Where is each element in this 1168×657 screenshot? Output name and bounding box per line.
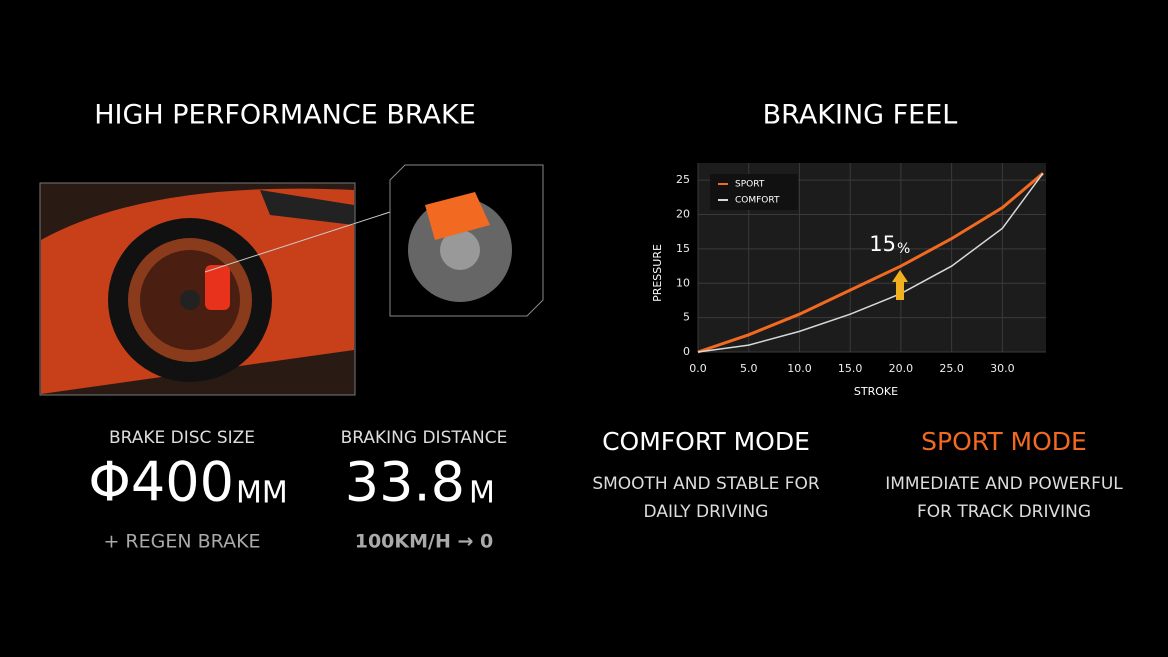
legend	[710, 174, 798, 210]
y-axis-label: PRESSURE	[651, 244, 664, 302]
x-tick-label: 5.0	[740, 362, 758, 375]
y-tick-label: 25	[676, 173, 690, 186]
stat-value: 33.8	[345, 451, 465, 514]
line-0	[697, 172, 1044, 354]
stat-label: BRAKING DISTANCE	[341, 428, 508, 448]
annotation: 15	[869, 232, 896, 256]
y-tick-label: 15	[676, 242, 690, 255]
x-axis-label: STROKE	[854, 385, 898, 398]
stat-unit: MM	[236, 476, 288, 511]
caliper-inset	[389, 164, 544, 317]
mode-title: SPORT MODE	[921, 427, 1087, 456]
mode-desc: SMOOTH AND STABLE FOR	[592, 474, 820, 494]
x-tick-label: 25.0	[939, 362, 964, 375]
legend-label: COMFORT	[735, 196, 780, 206]
y-tick-label: 20	[676, 208, 690, 221]
chart: 0 5 10 15 20 25 0.0 5.0 10.0 15.0 20.0 25.0 30.0 SPOR…	[676, 163, 1046, 375]
legend-label: SPORT	[735, 180, 765, 190]
arrow	[892, 270, 908, 300]
mode-title: COMFORT MODE	[602, 427, 810, 456]
x-tick-label: 30.0	[990, 362, 1015, 375]
mode-desc: FOR TRACK DRIVING	[917, 502, 1091, 522]
mode-desc: DAILY DRIVING	[644, 502, 769, 522]
stat-value: Φ400	[88, 451, 234, 514]
stat-unit: M	[469, 476, 495, 511]
car-photo	[39, 182, 391, 396]
y-tick-label: 0	[683, 345, 690, 358]
line-1	[697, 172, 1044, 353]
x-tick-label: 20.0	[889, 362, 914, 375]
x-tick-label: 10.0	[787, 362, 812, 375]
title: BRAKING FEEL	[763, 100, 958, 131]
x-tick-label: 15.0	[838, 362, 863, 375]
y-tick-label: 5	[683, 311, 690, 324]
y-tick-label: 10	[676, 276, 690, 289]
x-tick-label: 0.0	[689, 362, 707, 375]
stat-note: 100KM/H → 0	[355, 531, 494, 553]
title: HIGH PERFORMANCE BRAKE	[94, 100, 476, 131]
stat-note: + REGEN BRAKE	[103, 531, 260, 553]
mode-desc: IMMEDIATE AND POWERFUL	[885, 474, 1123, 494]
annotation-unit: %	[897, 241, 910, 257]
stat-label: BRAKE DISC SIZE	[109, 428, 255, 448]
